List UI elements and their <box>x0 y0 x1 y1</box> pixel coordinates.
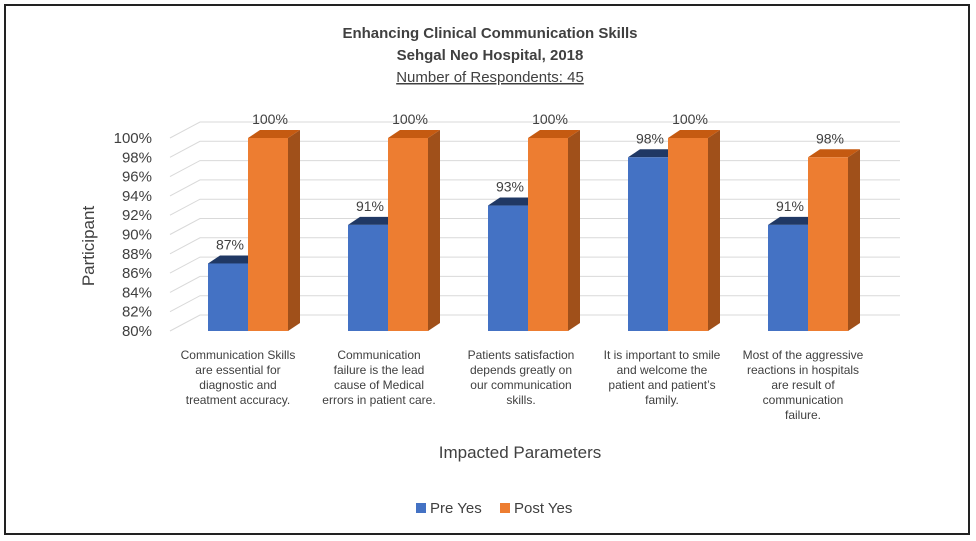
bars <box>208 130 860 331</box>
y-tick-label: 98% <box>122 149 152 166</box>
data-label: 91% <box>776 198 804 214</box>
data-labels: 87% 100% 91% 100% 93% 100% 98% 100% 91% 98% <box>216 111 844 252</box>
y-tick-label: 88% <box>122 246 152 263</box>
legend: Pre Yes Post Yes <box>416 500 572 517</box>
x-axis-title: Impacted Parameters <box>439 443 602 462</box>
data-label: 98% <box>636 130 664 146</box>
data-label: 93% <box>496 179 524 195</box>
bar <box>348 224 388 331</box>
y-tick-label: 96% <box>122 169 152 186</box>
y-tick-label: 80% <box>122 323 152 340</box>
legend-label: Post Yes <box>514 500 572 517</box>
legend-label: Pre Yes <box>430 500 482 517</box>
y-tick-label: 94% <box>122 188 152 205</box>
chart-subtitle: Sehgal Neo Hospital, 2018 <box>397 47 584 64</box>
y-tick-label: 86% <box>122 265 152 282</box>
bar-top <box>808 149 860 158</box>
data-label: 100% <box>252 111 288 127</box>
bar-top <box>208 255 260 264</box>
bar-top <box>488 197 540 206</box>
x-category-label: Communication failure is the lead cause of… <box>322 348 435 407</box>
bar <box>208 263 248 331</box>
y-tick-label: 84% <box>122 284 152 301</box>
bar-top <box>768 216 820 225</box>
bar <box>528 138 568 331</box>
bar-side <box>428 130 440 331</box>
bar-side <box>848 149 860 331</box>
chart-subtitle-respondents: Number of Respondents: 45 <box>396 69 584 86</box>
bar <box>808 157 848 331</box>
legend-swatch <box>416 503 426 513</box>
bar-top <box>248 130 300 138</box>
x-category-label: Communication Skills are essential for dia… <box>181 348 296 407</box>
bar-top <box>668 130 720 138</box>
x-category-label: Most of the aggressive reactions in hospi… <box>743 348 864 422</box>
chart-title: Enhancing Clinical Communication Skills <box>342 25 637 42</box>
bar <box>248 138 288 331</box>
bar-chart-3d: 80% 82% 84% 86% 88% 90% 92% 94% 96% 98% 100% 87% 10… <box>79 25 900 517</box>
data-label: 100% <box>672 111 708 127</box>
x-axis-categories: Communication Skills are essential for dia… <box>181 348 864 422</box>
bar-top <box>628 149 680 158</box>
bar-top <box>528 130 580 138</box>
data-label: 100% <box>532 111 568 127</box>
y-axis-title: Participant <box>79 206 98 287</box>
y-axis-ticks: 80% 82% 84% 86% 88% 90% 92% 94% 96% 98% 100% <box>114 130 152 340</box>
y-tick-label: 82% <box>122 304 152 321</box>
bar-side <box>568 130 580 331</box>
chart-frame: 80% 82% 84% 86% 88% 90% 92% 94% 96% 98% 100% 87% 10… <box>4 4 970 535</box>
gridline <box>169 140 900 158</box>
bar-top <box>388 130 440 138</box>
bar <box>388 138 428 331</box>
gridlines <box>169 121 900 332</box>
bar <box>668 138 708 331</box>
bar <box>768 224 808 331</box>
bar <box>488 205 528 331</box>
data-label: 87% <box>216 236 244 252</box>
bar <box>628 157 668 331</box>
bar-top <box>348 216 400 225</box>
y-tick-label: 92% <box>122 207 152 224</box>
data-label: 100% <box>392 111 428 127</box>
y-tick-label: 90% <box>122 227 152 244</box>
gridline <box>169 121 900 139</box>
bar-side <box>288 130 300 331</box>
data-label: 98% <box>816 130 844 146</box>
data-label: 91% <box>356 198 384 214</box>
legend-swatch <box>500 503 510 513</box>
x-category-label: Patients satisfaction depends greatly on o… <box>468 348 575 407</box>
bar-side <box>708 130 720 331</box>
y-tick-label: 100% <box>114 130 152 147</box>
x-category-label: It is important to smile and welcome the p… <box>604 348 721 407</box>
